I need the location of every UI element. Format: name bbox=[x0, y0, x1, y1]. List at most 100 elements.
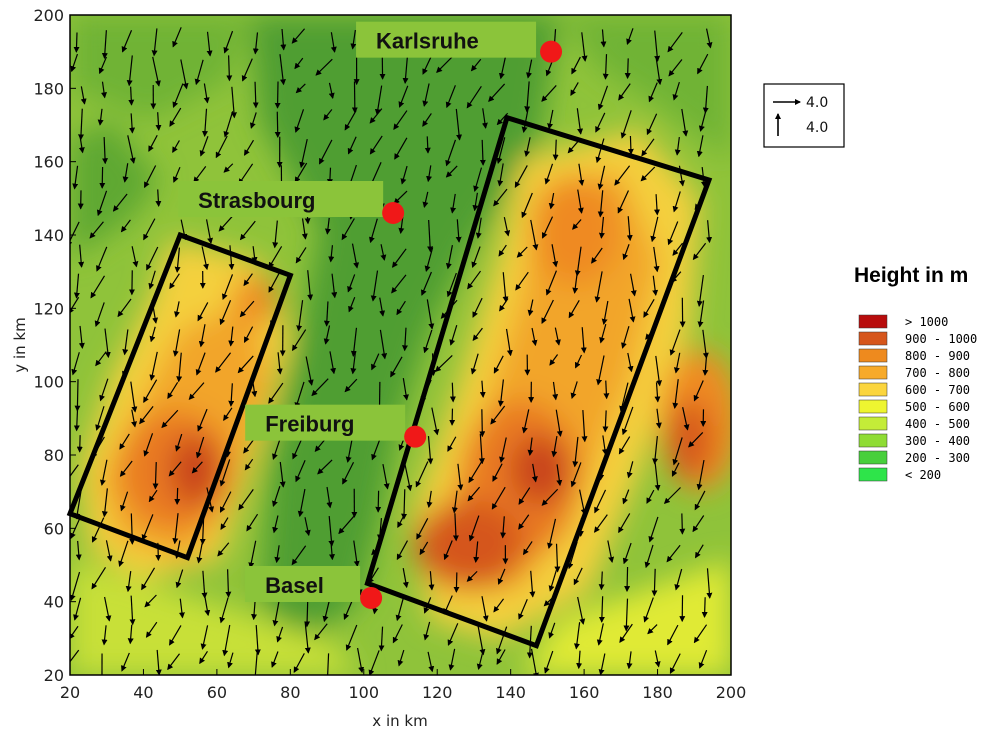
wind-arrow bbox=[451, 490, 458, 514]
wind-arrow bbox=[436, 55, 454, 74]
wind-arrow bbox=[518, 598, 528, 620]
wind-arrow bbox=[479, 380, 486, 398]
wind-arrow bbox=[416, 518, 429, 540]
wind-arrow bbox=[422, 55, 432, 75]
wind-arrow bbox=[452, 513, 459, 542]
wind-arrow bbox=[701, 597, 708, 618]
wind-arrow bbox=[248, 540, 257, 569]
wind-arrow bbox=[493, 355, 504, 374]
wind-arrow bbox=[527, 299, 534, 317]
wind-arrow bbox=[347, 274, 356, 293]
wind-arrow bbox=[653, 246, 660, 273]
wind-arrow bbox=[544, 163, 554, 185]
wind-arrow bbox=[492, 463, 503, 482]
wind-arrow bbox=[99, 459, 108, 486]
wind-arrow bbox=[97, 108, 104, 126]
legend-swatch bbox=[858, 433, 888, 448]
wind-arrow bbox=[205, 219, 214, 245]
wind-arrow bbox=[527, 437, 534, 456]
wind-arrow bbox=[348, 296, 356, 313]
wind-arrow bbox=[246, 513, 259, 532]
wind-arrow bbox=[681, 108, 689, 137]
wind-arrow bbox=[125, 570, 132, 593]
wind-arrow bbox=[203, 594, 211, 617]
wind-arrow bbox=[514, 165, 528, 188]
wind-arrow bbox=[227, 652, 234, 669]
wind-arrow bbox=[503, 217, 511, 237]
wind-arrow bbox=[174, 487, 181, 505]
wind-arrow bbox=[693, 380, 704, 402]
y-tick-label: 60 bbox=[44, 519, 64, 538]
wind-arrow bbox=[500, 516, 507, 539]
wind-arrow bbox=[594, 514, 608, 533]
wind-arrow bbox=[472, 192, 479, 212]
wind-arrow bbox=[594, 489, 607, 514]
wind-arrow bbox=[144, 594, 157, 608]
wind-arrow bbox=[296, 300, 304, 332]
wind-arrow bbox=[70, 625, 79, 640]
x-tick-label: 80 bbox=[280, 683, 300, 702]
x-axis-label: x in km bbox=[372, 712, 427, 730]
wind-arrow bbox=[601, 300, 609, 325]
wind-arrow bbox=[448, 648, 456, 671]
wind-arrow bbox=[239, 300, 255, 318]
wind-arrow bbox=[274, 81, 281, 109]
wind-arrow bbox=[276, 626, 284, 643]
wind-arrow bbox=[390, 356, 403, 378]
wind-arrow bbox=[120, 219, 131, 233]
wind-arrow bbox=[172, 140, 180, 153]
wind-arrow bbox=[139, 406, 154, 425]
wind-arrow bbox=[427, 219, 434, 253]
wind-arrow bbox=[161, 409, 179, 429]
wind-arrow bbox=[626, 651, 633, 670]
wind-arrow bbox=[422, 83, 430, 107]
legend-label: 800 - 900 bbox=[905, 349, 970, 363]
wind-arrow bbox=[395, 597, 404, 622]
legend-label: 400 - 500 bbox=[905, 417, 970, 431]
x-tick-label: 140 bbox=[495, 683, 526, 702]
wind-arrow bbox=[326, 486, 333, 509]
wind-arrow bbox=[167, 382, 179, 400]
wind-arrow bbox=[450, 193, 457, 214]
city-label: Basel bbox=[265, 573, 324, 598]
wind-arrow bbox=[148, 134, 158, 152]
wind-arrow bbox=[324, 217, 331, 235]
wind-arrow bbox=[398, 85, 409, 108]
wind-arrow bbox=[155, 189, 162, 207]
wind-arrow bbox=[470, 58, 482, 72]
legend-swatch bbox=[858, 450, 888, 465]
wind-arrow bbox=[618, 83, 631, 101]
wind-arrow bbox=[702, 85, 709, 114]
height-legend: > 1000 900 - 1000 800 - 900 700 - 800 600 - … bbox=[858, 314, 977, 482]
wind-arrow bbox=[71, 352, 80, 376]
wind-arrow bbox=[91, 566, 107, 590]
wind-arrow bbox=[455, 108, 463, 141]
wind-arrow bbox=[497, 163, 504, 187]
wind-arrow bbox=[619, 382, 629, 413]
wind-arrow bbox=[143, 379, 158, 404]
wind-arrow bbox=[215, 135, 228, 159]
wind-arrow bbox=[621, 326, 630, 349]
wind-arrow bbox=[397, 513, 406, 529]
y-tick-label: 200 bbox=[33, 6, 64, 25]
wind-arrow bbox=[199, 651, 208, 665]
wind-arrow bbox=[172, 513, 179, 545]
wind-arrow bbox=[238, 163, 254, 185]
wind-arrow bbox=[424, 136, 431, 154]
wind-arrow bbox=[120, 491, 129, 512]
wind-arrow bbox=[194, 59, 204, 86]
wind-arrow bbox=[268, 246, 283, 269]
city-marker bbox=[360, 587, 383, 609]
wind-arrow bbox=[672, 437, 683, 466]
wind-arrow bbox=[490, 405, 506, 425]
wind-arrow bbox=[647, 624, 658, 635]
wind-arrow bbox=[415, 461, 429, 488]
wind-arrow bbox=[344, 378, 358, 393]
wind-arrow bbox=[70, 221, 80, 247]
wind-arrow bbox=[251, 246, 258, 264]
wind-arrow bbox=[291, 545, 307, 566]
wind-arrow bbox=[195, 352, 206, 376]
wind-arrow bbox=[118, 540, 129, 568]
wind-arrow bbox=[249, 112, 257, 129]
wind-arrow bbox=[152, 56, 161, 87]
